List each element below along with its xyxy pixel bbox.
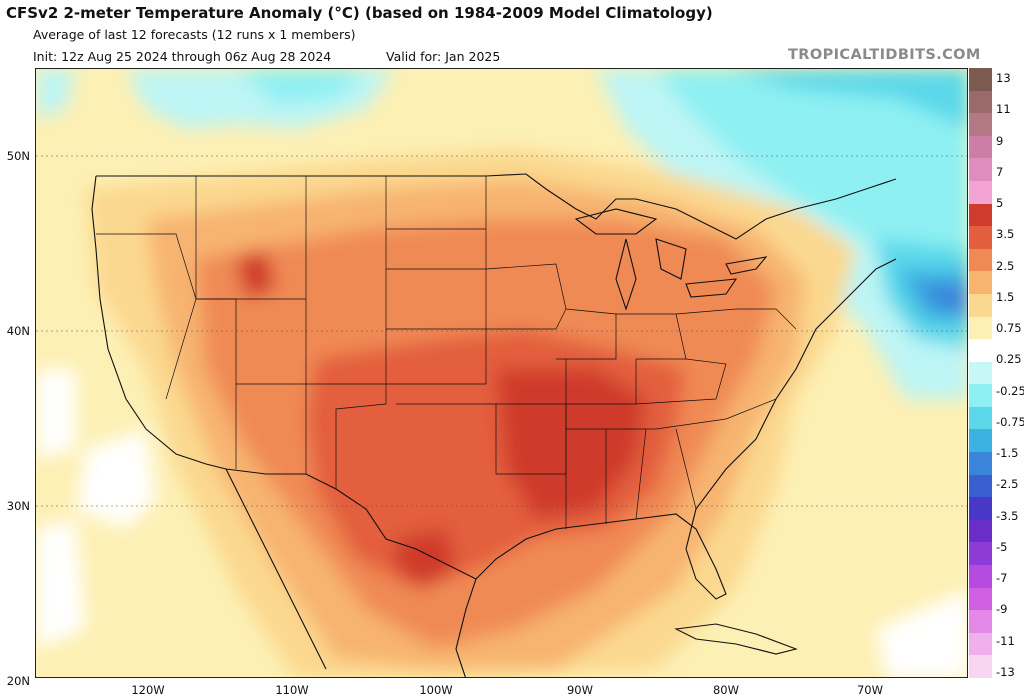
colorbar-segment: [969, 429, 992, 453]
colorbar-label: -9: [996, 602, 1008, 617]
colorbar-label: -2.5: [996, 477, 1019, 492]
map-canvas: [36, 69, 967, 677]
colorbar-label: 5: [996, 196, 1004, 211]
lon-label-70w: 70W: [856, 683, 883, 697]
colorbar-segment: [969, 655, 992, 679]
colorbar-segment: [969, 248, 992, 272]
colorbar-label: -7: [996, 571, 1008, 586]
colorbar: [969, 68, 992, 679]
colorbar-segment: [969, 565, 992, 589]
lon-label-120w: 120W: [131, 683, 165, 697]
colorbar-label: 9: [996, 133, 1004, 148]
colorbar-segment: [969, 293, 992, 317]
colorbar-label: -1.5: [996, 446, 1019, 461]
state-lines: [96, 175, 797, 529]
colorbar-segment: [969, 452, 992, 476]
lat-label-40n: 40N: [6, 324, 30, 338]
init-time-label: Init: 12z Aug 25 2024 through 06z Aug 28…: [33, 49, 332, 64]
colorbar-segment: [969, 587, 992, 611]
valid-time-label: Valid for: Jan 2025: [386, 49, 501, 64]
brand-watermark: TROPICALTIDBITS.COM: [788, 47, 981, 63]
colorbar-segment: [969, 226, 992, 250]
colorbar-segment: [969, 135, 992, 159]
colorbar-label: -3.5: [996, 508, 1019, 523]
lon-label-110w: 110W: [275, 683, 309, 697]
graticule: [36, 155, 967, 507]
lon-label-80w: 80W: [712, 683, 739, 697]
colorbar-label: -5: [996, 539, 1008, 554]
lon-label-90w: 90W: [566, 683, 593, 697]
colorbar-segment: [969, 158, 992, 182]
colorbar-label: 0.75: [996, 321, 1022, 336]
colorbar-segment: [969, 632, 992, 656]
colorbar-segment: [969, 542, 992, 566]
colorbar-segment: [969, 519, 992, 543]
colorbar-segment: [969, 271, 992, 295]
colorbar-segment: [969, 113, 992, 137]
lat-label-50n: 50N: [6, 149, 30, 163]
map-subtitle: Average of last 12 forecasts (12 runs x …: [33, 27, 356, 42]
colorbar-segment: [969, 610, 992, 634]
colorbar-label: 11: [996, 102, 1011, 117]
colorbar-label: 0.25: [996, 352, 1022, 367]
colorbar-segment: [969, 316, 992, 340]
colorbar-segment: [969, 339, 992, 363]
map-title: CFSv2 2-meter Temperature Anomaly (°C) (…: [6, 4, 713, 22]
colorbar-label: -0.75: [996, 414, 1024, 429]
lon-label-100w: 100W: [419, 683, 453, 697]
colorbar-segment: [969, 406, 992, 430]
colorbar-segment: [969, 180, 992, 204]
lat-label-20n: 20N: [6, 674, 30, 688]
colorbar-label: 1.5: [996, 289, 1015, 304]
colorbar-segment: [969, 203, 992, 227]
colorbar-label: 7: [996, 164, 1004, 179]
colorbar-segment: [969, 474, 992, 498]
colorbar-label: -11: [996, 633, 1015, 648]
colorbar-segment: [969, 90, 992, 114]
lat-label-30n: 30N: [6, 499, 30, 513]
anomaly-shading: [36, 69, 967, 677]
colorbar-segment: [969, 361, 992, 385]
colorbar-label: 2.5: [996, 258, 1015, 273]
colorbar-label: -0.25: [996, 383, 1024, 398]
colorbar-label: -13: [996, 665, 1015, 679]
colorbar-segment: [969, 384, 992, 408]
colorbar-label: 3.5: [996, 227, 1015, 242]
colorbar-segment: [969, 497, 992, 521]
colorbar-segment: [969, 68, 992, 91]
colorbar-label: 13: [996, 71, 1011, 85]
anomaly-map: [35, 68, 968, 678]
